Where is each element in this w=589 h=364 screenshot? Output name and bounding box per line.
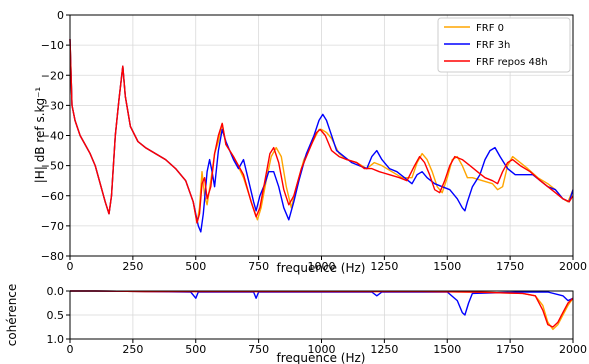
series-line-frf-repos-48h <box>69 39 574 224</box>
y-tick-label: −10 <box>41 39 64 52</box>
legend-box <box>437 17 571 73</box>
y-tick-label: 0.5 <box>47 309 65 322</box>
x-tick-label: 0 <box>67 260 74 273</box>
x-tick-label: 750 <box>248 343 269 356</box>
coherence-y-axis-label: cohérence <box>5 284 19 347</box>
main-y-axis-label: |H| dB ref s.kg⁻¹ <box>33 87 47 184</box>
x-tick-label: 2000 <box>559 343 587 356</box>
y-tick-label: 1.0 <box>47 333 65 346</box>
legend-label-frf48h: FRF repos 48h <box>476 57 548 68</box>
legend-label-frf3h: FRF 3h <box>476 40 510 51</box>
x-tick-label: 500 <box>185 260 206 273</box>
main-x-axis-label: frequence (Hz) <box>277 261 366 275</box>
y-tick-label: 0 <box>57 9 64 22</box>
x-tick-label: 250 <box>122 260 143 273</box>
y-tick-label: −20 <box>41 69 64 82</box>
coherence-plot-frame <box>69 290 574 340</box>
x-tick-label: 1000 <box>308 343 336 356</box>
x-tick-label: 750 <box>248 260 269 273</box>
x-tick-label: 1750 <box>496 343 524 356</box>
x-tick-label: 250 <box>122 343 143 356</box>
main-series-lines <box>69 39 574 233</box>
y-tick-label: −30 <box>41 99 64 112</box>
coherence-y-ticks: 0.0 0.5 1.0 <box>47 285 70 346</box>
coherence-x-ticks: 0 250 500 750 1000 1250 1500 1750 2000 <box>67 339 587 356</box>
main-plot-frame <box>69 14 574 257</box>
x-tick-label: 500 <box>185 343 206 356</box>
main-y-ticks: 0 −10 −20 −30 −40 −50 −60 −70 −80 <box>41 9 70 263</box>
x-tick-label: 1000 <box>308 260 336 273</box>
y-tick-label: −60 <box>41 190 64 203</box>
y-tick-label: −50 <box>41 160 64 173</box>
y-tick-label: −40 <box>41 130 64 143</box>
series-line-frf-3h <box>70 290 574 316</box>
x-tick-label: 1500 <box>433 343 461 356</box>
x-tick-label: 0 <box>67 343 74 356</box>
x-tick-label: 1750 <box>496 260 524 273</box>
main-x-ticks: 0 250 500 750 1000 1250 1500 1750 2000 <box>67 256 587 273</box>
legend-label-frf0: FRF 0 <box>476 23 504 34</box>
legend: FRF 0 FRF 3h FRF repos 48h <box>437 17 571 73</box>
x-tick-label: 1250 <box>370 260 398 273</box>
y-tick-label: −70 <box>41 220 64 233</box>
x-tick-label: 1250 <box>370 343 398 356</box>
x-tick-label: 2000 <box>559 260 587 273</box>
coherence-x-axis-label: frequence (Hz) <box>277 351 366 364</box>
y-tick-label: −80 <box>41 250 64 263</box>
x-tick-label: 1500 <box>433 260 461 273</box>
y-tick-label: 0.0 <box>47 285 65 298</box>
